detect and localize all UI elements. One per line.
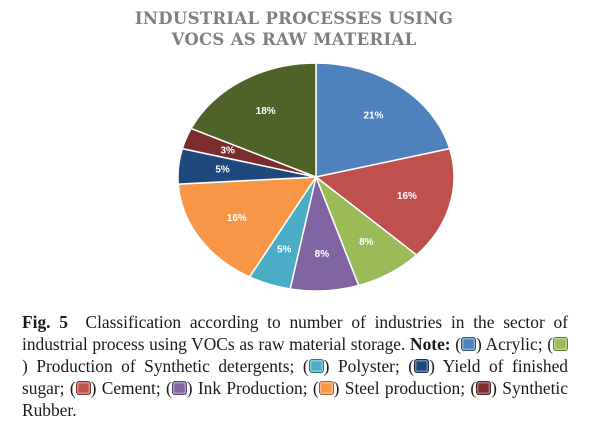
pie-slices	[177, 62, 455, 292]
figure-caption: Fig. 5 Classification according to numbe…	[22, 312, 568, 420]
pie-slice-1	[314, 147, 455, 257]
swatch-ink-production	[171, 381, 187, 395]
swatch-synthetic-detergents	[552, 337, 568, 351]
pie-labels: 21% 16% 8% 8% 5% 16% 5% 3% 18%	[215, 106, 417, 260]
note-label: Note:	[410, 334, 451, 354]
pie-slice-label-1: 16%	[397, 191, 417, 202]
swatch-acrylic	[461, 337, 477, 351]
swatch-synthetic-rubber	[476, 381, 492, 395]
pie-slice-label-2: 8%	[359, 237, 374, 248]
pie-slice-5	[177, 176, 318, 278]
legend-polyster: Polyster	[337, 356, 395, 376]
legend-ink-production: Ink Production	[197, 378, 303, 398]
chart-title-line-2: VOCS AS RAW MATERIAL	[171, 30, 417, 49]
swatch-steel-production	[318, 381, 334, 395]
pie-slice-label-3: 8%	[315, 249, 330, 260]
chart-title-line-1: INDUSTRIAL PROCESSES USING	[135, 9, 453, 28]
caption-text: Classification according to number of in…	[22, 312, 568, 354]
swatch-finished-sugar	[414, 359, 430, 373]
pie-slice-label-4: 5%	[277, 245, 292, 256]
swatch-cement	[75, 381, 91, 395]
legend-acrylic: Acrylic	[485, 334, 538, 354]
pie-slice-label-6: 5%	[215, 164, 230, 175]
legend-synthetic-rubber: Synthetic Rubber	[22, 378, 568, 420]
legend-steel-production: Steel production	[344, 378, 461, 398]
swatch-polyster	[308, 359, 324, 373]
pie-slice-label-7: 3%	[220, 145, 235, 156]
pie-slice-label-5: 16%	[227, 213, 247, 224]
legend-finished-sugar: Yield of finished sugar	[22, 356, 568, 398]
pie-slice-label-0: 21%	[363, 110, 383, 121]
pie-slice-8	[190, 62, 317, 179]
figure-label: Fig. 5	[22, 312, 68, 332]
pie-chart: INDUSTRIAL PROCESSES USING VOCS AS RAW M…	[135, 9, 455, 292]
legend-cement: Cement	[101, 378, 156, 398]
legend-synthetic-detergents: Production of Synthetic detergents	[36, 356, 290, 376]
pie-slice-0	[315, 62, 451, 178]
pie-slice-label-8: 18%	[256, 106, 276, 117]
